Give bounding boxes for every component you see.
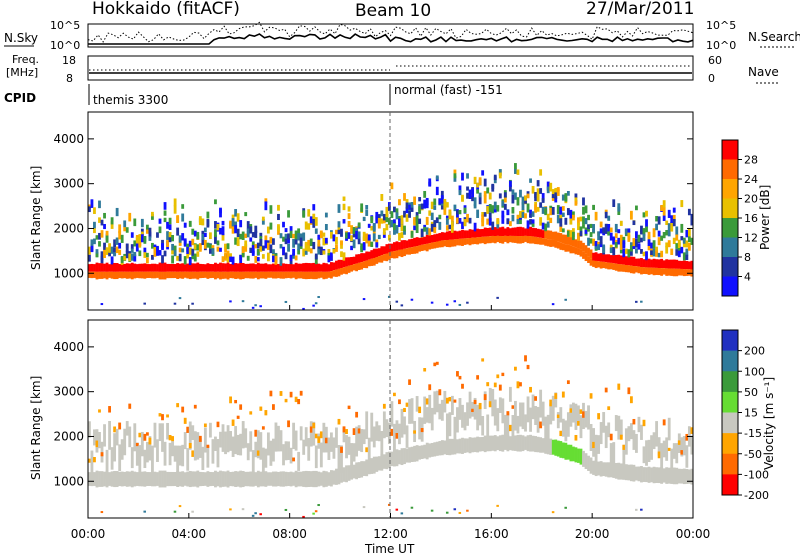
cpid-label: CPID [4,91,36,105]
colorbar-tick: 200 [744,345,765,358]
nave-tick-bottom: 0 [708,72,715,85]
colorbar-tick: 12 [744,232,758,245]
y-tick-label: 2000 [53,221,84,235]
nsearch-series [87,21,694,43]
x-axis-label: Time UT [364,542,415,554]
velocity-heatmap [88,355,694,518]
nsky-tick-bottom: 10^0 [50,39,80,52]
nsky-label: N.Sky [4,31,38,45]
x-tick-label: 00:00 [676,527,711,541]
colorbar-tick: 16 [744,212,758,225]
colorbar-swatch [722,412,738,434]
power-panel: 1000 2000 3000 4000 Slant Range [km] 28 24 20… [29,111,772,311]
colorbar-tick: -15 [744,427,762,440]
power-heatmap [88,163,694,310]
colorbar-tick: -100 [744,468,769,481]
y-tick-label: 1000 [53,266,84,280]
freq-tick-bottom: 8 [66,72,73,85]
colorbar-swatch [722,433,738,455]
nsearch-tick-bottom: 10^0 [706,39,736,52]
nsearch-label: N.Search [748,30,800,44]
x-tick-label: 16:00 [474,527,509,541]
colorbar-tick: 15 [744,407,758,420]
beam-title: Beam 10 [355,1,431,21]
power-colorbar-label: Power [dB] [758,185,772,250]
velocity-colorbar: 200 100 50 15 -15 -50 -100 -200 [721,329,769,502]
colorbar-tick: 4 [744,271,751,284]
colorbar-tick: 100 [744,365,765,378]
x-tick-label: 20:00 [575,527,610,541]
y-tick-label: 4000 [53,132,84,146]
velocity-colorbar-label: Velocity [m s⁻¹] [762,377,776,470]
time-x-axis: 00:00 04:00 08:00 12:00 16:00 20:00 00:00 [71,305,711,541]
cpid-mode-b: normal (fast) -151 [394,83,503,97]
colorbar-swatch [722,276,738,297]
colorbar-tick: 20 [744,193,758,206]
x-tick-label: 00:00 [71,527,106,541]
colorbar-swatch [722,218,738,238]
colorbar-swatch [722,140,738,160]
colorbar-tick: 24 [744,173,758,186]
station-title: Hokkaido (fitACF) [92,0,240,19]
freq-unit-label: [MHz] [6,66,38,79]
colorbar-swatch [722,198,738,219]
y-tick-label: 3000 [53,177,84,191]
colorbar-tick: 8 [744,251,751,264]
colorbar-swatch [722,330,738,352]
nsky-strip: N.Sky 10^5 10^0 10^5 10^0 N.Search [4,19,800,52]
colorbar-tick: 28 [744,154,758,167]
freq-label: Freq. [12,53,39,66]
colorbar-tick: -50 [744,448,762,461]
x-tick-label: 08:00 [272,527,307,541]
freq-strip: Freq. [MHz] 18 8 60 0 Nave [6,53,780,85]
cpid-mode-a: themis 3300 [93,93,168,107]
colorbar-swatch [722,179,738,199]
colorbar-swatch [722,159,738,180]
colorbar-swatch [722,474,738,496]
y-tick-label: 1000 [53,474,84,488]
cpid-strip: CPID themis 3300 normal (fast) -151 [4,83,503,107]
colorbar-tick: 50 [744,386,758,399]
nave-label: Nave [748,65,779,79]
nave-tick-top: 60 [708,54,722,67]
power-colorbar: 28 24 20 16 12 8 4 [721,139,758,297]
nsky-tick-top: 10^5 [50,19,80,32]
power-y-axis: 1000 2000 3000 4000 [53,132,693,280]
x-tick-label: 04:00 [172,527,207,541]
colorbar-swatch [722,453,738,475]
velocity-y-axis: 1000 2000 3000 4000 [53,340,693,488]
colorbar-swatch [722,391,738,413]
colorbar-tick: -200 [744,489,769,502]
colorbar-swatch [722,350,738,372]
freq-tick-top: 18 [62,54,76,67]
date-title: 27/Mar/2011 [586,0,694,19]
colorbar-swatch [722,257,738,277]
velocity-panel: 1000 2000 3000 4000 Slant Range [km] 200 100… [29,319,776,519]
y-tick-label: 4000 [53,340,84,354]
nsearch-tick-top: 10^5 [706,19,736,32]
y-tick-label: 2000 [53,429,84,443]
x-tick-label: 12:00 [373,527,408,541]
velocity-y-label: Slant Range [km] [29,376,43,480]
power-y-label: Slant Range [km] [29,166,43,270]
y-tick-label: 3000 [53,385,84,399]
nsky-series [88,33,694,45]
colorbar-swatch [722,371,738,393]
colorbar-swatch [722,237,738,258]
